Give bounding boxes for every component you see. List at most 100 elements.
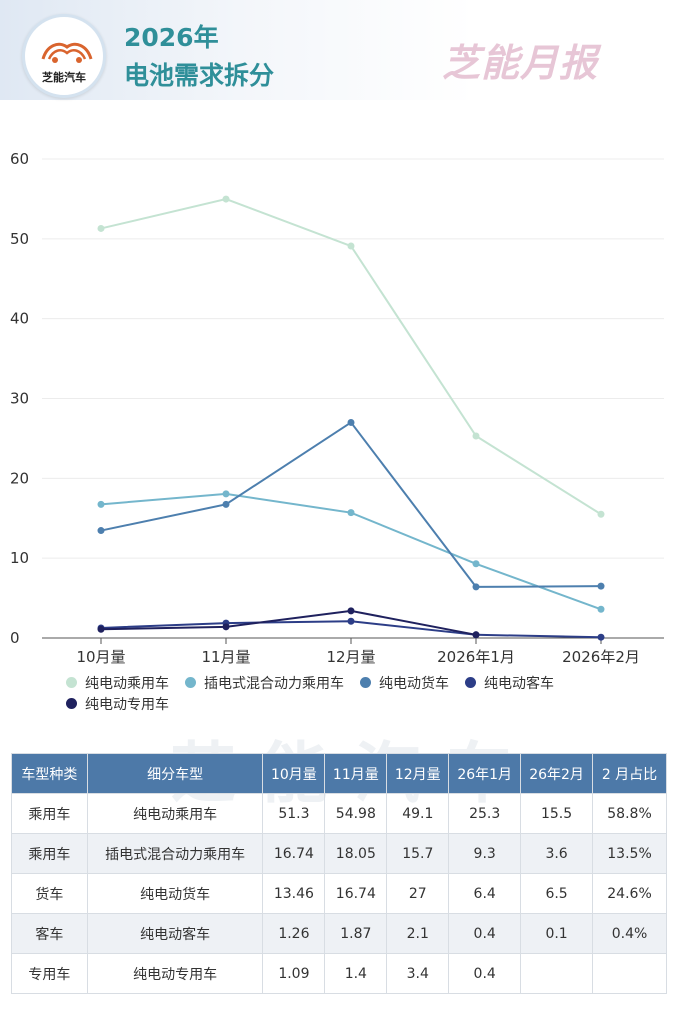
logo: 芝能汽车 (22, 14, 106, 98)
x-tick-label: 2026年1月 (437, 648, 515, 666)
legend-item: 插电式混合动力乘用车 (185, 672, 344, 693)
data-point (347, 617, 355, 625)
page-title: 电池需求拆分 (124, 61, 275, 90)
logo-text: 芝能汽车 (42, 71, 86, 84)
table-row: 乘用车 纯电动乘用车 51.3 54.98 49.1 25.3 15.5 58.8% (11, 793, 667, 834)
data-point (347, 418, 355, 426)
table-header-cell: 车型种类 (11, 753, 88, 794)
y-tick-label: 20 (10, 469, 29, 487)
table-header-cell: 26年2月 (520, 753, 594, 794)
data-point (597, 582, 605, 590)
data-point (97, 527, 105, 535)
table-cell: 15.7 (386, 833, 450, 874)
table-cell: 乘用车 (11, 793, 88, 834)
data-point (222, 623, 230, 631)
legend-swatch (360, 677, 371, 688)
legend-item: 纯电动乘用车 (66, 672, 169, 693)
x-tick-label: 10月量 (76, 648, 125, 666)
legend-label: 纯电动客车 (484, 675, 554, 692)
legend-item: 纯电动货车 (360, 672, 449, 693)
y-tick-label: 50 (10, 230, 29, 248)
legend-swatch (465, 677, 476, 688)
table-cell: 货车 (11, 873, 88, 914)
data-table: 车型种类 细分车型 10月量 11月量 12月量 26年1月 26年2月 2 月占比 乘用车纯… (11, 753, 667, 994)
legend-label: 纯电动专用车 (85, 696, 169, 713)
table-cell: 专用车 (11, 953, 88, 994)
table-row: 专用车 纯电动专用车 1.09 1.4 3.4 0.4 (11, 953, 667, 994)
data-point (97, 224, 105, 232)
legend-swatch (66, 677, 77, 688)
table-cell: 插电式混合动力乘用车 (86, 833, 264, 874)
line-chart: 0 10 20 30 40 50 60 10月量 11月量 12月量 2026年1月 2026年2月 (10, 150, 664, 666)
data-point (347, 607, 355, 615)
data-point (472, 631, 480, 639)
data-point (472, 432, 480, 440)
data-point (597, 510, 605, 518)
y-tick-label: 60 (10, 150, 29, 168)
data-point (347, 509, 355, 517)
table-header-cell: 26年1月 (448, 753, 522, 794)
data-point (472, 560, 480, 568)
table-cell (520, 953, 594, 994)
table-cell: 49.1 (386, 793, 450, 834)
data-point (222, 490, 230, 498)
y-tick-label: 10 (10, 549, 29, 567)
table-cell: 3.6 (520, 833, 594, 874)
brand-mark: 芝能月报 (442, 41, 599, 85)
table-cell: 客车 (11, 913, 88, 954)
chart-legend: 纯电动乘用车 插电式混合动力乘用车 纯电动货车 纯电动客车纯电动专用车 (66, 672, 666, 714)
table-cell: 58.8% (592, 793, 667, 834)
table-row: 乘用车 插电式混合动力乘用车 16.74 18.05 15.7 9.3 3.6 13.5% (11, 833, 667, 874)
table-header-cell: 12月量 (386, 753, 450, 794)
table-cell (592, 953, 667, 994)
table-cell: 27 (386, 873, 450, 914)
data-point (472, 583, 480, 591)
table-cell: 3.4 (386, 953, 450, 994)
table-cell: 6.5 (520, 873, 594, 914)
table-cell: 1.4 (324, 953, 388, 994)
table-header-cell: 10月量 (262, 753, 326, 794)
table-cell: 9.3 (448, 833, 522, 874)
table-row: 客车 纯电动客车 1.26 1.87 2.1 0.4 0.1 0.4% (11, 913, 667, 954)
y-tick-label: 30 (10, 390, 29, 408)
table-cell: 25.3 (448, 793, 522, 834)
table-cell: 纯电动专用车 (86, 953, 264, 994)
table-cell: 24.6% (592, 873, 667, 914)
table-cell: 18.05 (324, 833, 388, 874)
legend-swatch (66, 698, 77, 709)
table-cell: 1.26 (262, 913, 326, 954)
legend-item: 纯电动专用车 (66, 693, 169, 714)
table-header-cell: 2 月占比 (592, 753, 667, 794)
legend-label: 纯电动乘用车 (85, 675, 169, 692)
x-tick-label: 11月量 (201, 648, 250, 666)
table-cell: 2.1 (386, 913, 450, 954)
car-logo-icon (41, 42, 93, 63)
x-tick-label: 2026年2月 (562, 648, 640, 666)
table-cell: 纯电动乘用车 (86, 793, 264, 834)
table-header-row: 车型种类 细分车型 10月量 11月量 12月量 26年1月 26年2月 2 月占比 (11, 753, 667, 794)
legend-label: 插电式混合动力乘用车 (204, 675, 344, 692)
x-tick-label: 12月量 (326, 648, 375, 666)
data-point (97, 625, 105, 633)
data-point (222, 500, 230, 508)
series-line (100, 421, 602, 588)
series-line (100, 609, 477, 636)
table-cell: 6.4 (448, 873, 522, 914)
table-row: 货车 纯电动货车 13.46 16.74 27 6.4 6.5 24.6% (11, 873, 667, 914)
legend-swatch (185, 677, 196, 688)
table-cell: 纯电动客车 (86, 913, 264, 954)
table-header-cell: 11月量 (324, 753, 388, 794)
table-cell: 1.09 (262, 953, 326, 994)
table-cell: 0.1 (520, 913, 594, 954)
table-cell: 乘用车 (11, 833, 88, 874)
data-point (97, 500, 105, 508)
table-header-cell: 细分车型 (86, 753, 264, 794)
table-cell: 1.87 (324, 913, 388, 954)
y-tick-label: 40 (10, 310, 29, 328)
header-band (0, 0, 678, 100)
legend-item: 纯电动客车 (465, 672, 554, 693)
table-cell: 0.4 (448, 953, 522, 994)
page-title-year: 2026年 (124, 23, 219, 52)
table-cell: 15.5 (520, 793, 594, 834)
table-cell: 0.4 (448, 913, 522, 954)
